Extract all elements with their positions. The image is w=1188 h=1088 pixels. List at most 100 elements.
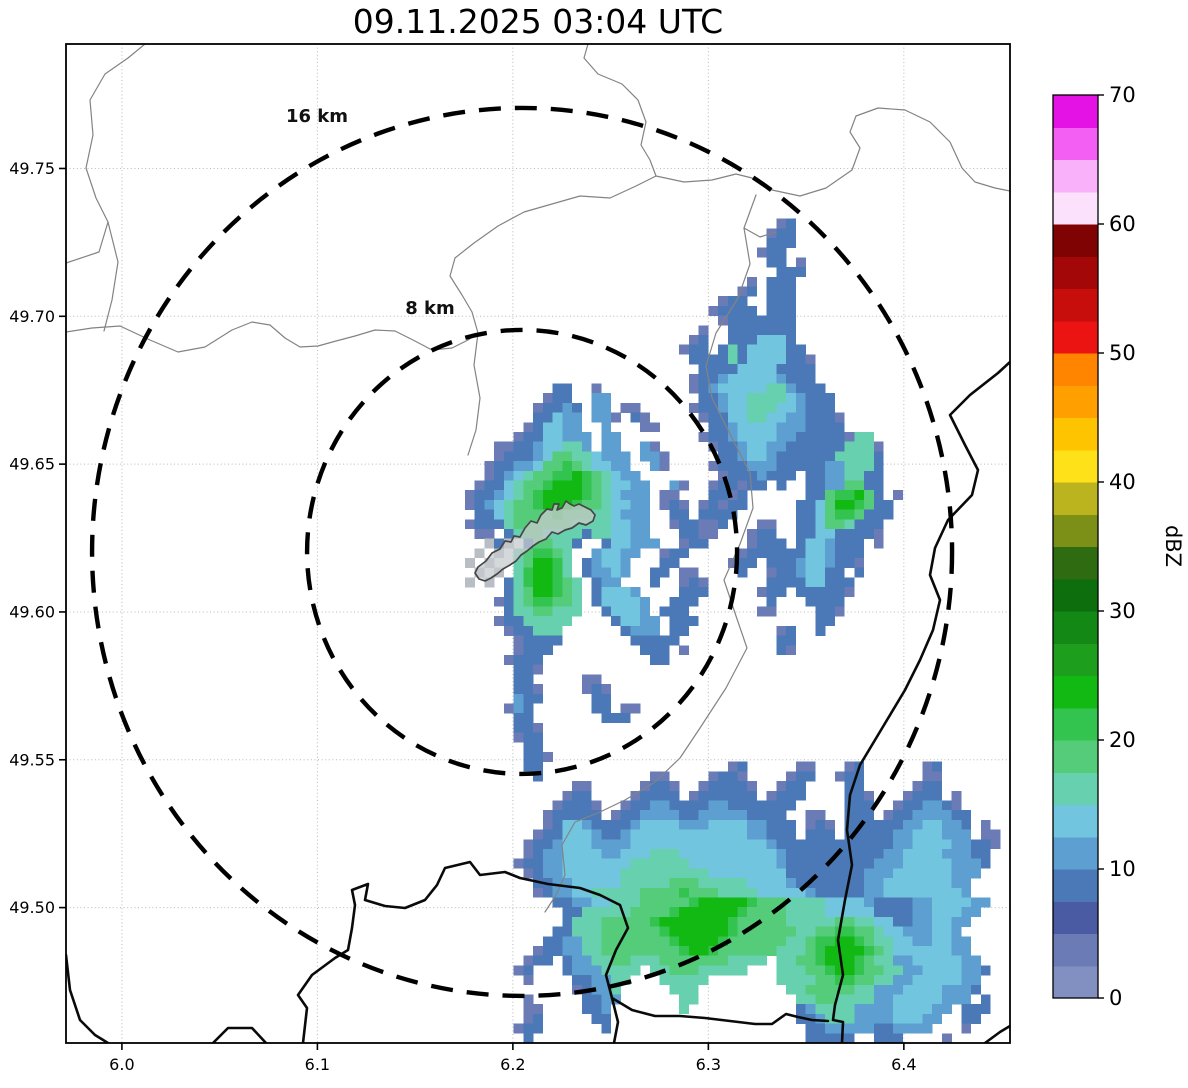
radar-cell <box>893 907 904 918</box>
radar-cell <box>513 519 524 530</box>
radar-cell <box>562 790 573 801</box>
radar-cell <box>649 461 660 471</box>
radar-cell <box>737 364 748 374</box>
radar-cell <box>864 907 874 918</box>
radar-cell <box>864 926 874 937</box>
radar-cell <box>630 839 641 850</box>
radar-cell <box>844 819 855 830</box>
radar-cell <box>542 955 553 966</box>
radar-cell <box>766 422 777 433</box>
radar-cell <box>854 800 865 811</box>
radar-cell <box>747 538 758 549</box>
radar-cell <box>932 1004 942 1015</box>
radar-cell <box>523 606 534 617</box>
radar-cell <box>825 916 835 927</box>
radar-cell <box>552 829 563 840</box>
radar-cell <box>679 926 689 937</box>
radar-cell <box>786 858 797 869</box>
radar-cell <box>611 461 621 471</box>
radar-cell <box>698 926 709 937</box>
radar-cell <box>601 936 612 947</box>
radar-cell <box>776 228 787 239</box>
radar-cell <box>474 548 485 559</box>
radar-cell <box>844 926 855 937</box>
radar-cell <box>766 412 777 423</box>
radar-cell <box>903 839 913 850</box>
radar-cell <box>737 907 748 918</box>
radar-cell <box>465 519 475 530</box>
radar-cell <box>737 286 748 297</box>
radar-cell <box>640 509 651 520</box>
radar-cell <box>611 810 621 821</box>
radar-cell <box>581 674 592 685</box>
radar-cell <box>795 587 806 597</box>
radar-cell <box>649 635 660 646</box>
radar-cell <box>815 461 826 471</box>
radar-cell <box>659 868 670 879</box>
radar-cell <box>815 907 826 918</box>
radar-cell <box>757 606 767 617</box>
radar-cell <box>864 858 874 869</box>
radar-cell <box>494 616 505 627</box>
radar-cell <box>766 577 777 588</box>
radar-cell <box>776 790 787 801</box>
radar-cell <box>542 829 553 840</box>
radar-cell <box>951 829 962 840</box>
radar-cell <box>620 606 631 617</box>
radar-cell <box>591 461 602 471</box>
radar-cell <box>776 402 787 413</box>
radar-cell <box>562 868 573 879</box>
radar-cell <box>649 946 660 956</box>
radar-cell <box>552 393 563 404</box>
radar-cell <box>708 490 719 501</box>
radar-cell <box>669 800 680 811</box>
radar-cell <box>951 868 962 879</box>
radar-cell <box>688 373 699 384</box>
radar-cell <box>523 432 534 442</box>
radar-cell <box>844 451 855 462</box>
radar-cell <box>766 325 777 336</box>
radar-cell <box>533 587 543 597</box>
radar-cell <box>747 800 758 811</box>
radar-cell <box>620 587 631 597</box>
radar-cell <box>815 422 826 433</box>
radar-cell <box>533 664 543 675</box>
radar-cell <box>659 781 670 791</box>
radar-cell <box>572 538 582 549</box>
radar-cell <box>932 868 942 879</box>
radar-cell <box>844 965 855 976</box>
radar-cell <box>688 897 699 908</box>
radar-cell <box>484 499 495 510</box>
radar-cell <box>854 470 865 481</box>
radar-cell <box>533 955 543 966</box>
radar-cell <box>611 936 621 947</box>
radar-cell <box>669 490 680 501</box>
radar-cell <box>961 810 972 821</box>
radar-cell <box>883 916 894 927</box>
radar-cell <box>844 955 855 966</box>
radar-cell <box>688 383 699 394</box>
radar-cell <box>494 461 505 471</box>
radar-cell <box>513 529 524 539</box>
radar-cell <box>776 548 787 559</box>
radar-cell <box>562 810 573 821</box>
radar-cell <box>864 1013 874 1024</box>
radar-cell <box>786 625 797 636</box>
radar-cell <box>620 499 631 510</box>
radar-cell <box>581 529 592 539</box>
radar-cell <box>562 393 573 404</box>
radar-cell <box>873 519 884 530</box>
radar-cell <box>786 829 797 840</box>
radar-cell <box>688 916 699 927</box>
radar-cell <box>893 819 904 830</box>
radar-cell <box>562 383 573 394</box>
radar-cell <box>864 878 874 888</box>
radar-cell <box>854 1013 865 1024</box>
radar-cell <box>844 761 855 772</box>
radar-cell <box>727 897 738 908</box>
radar-cell <box>776 451 787 462</box>
radar-cell <box>572 819 582 830</box>
radar-cell <box>941 975 952 985</box>
radar-cell <box>630 955 641 966</box>
radar-cell <box>572 975 582 985</box>
